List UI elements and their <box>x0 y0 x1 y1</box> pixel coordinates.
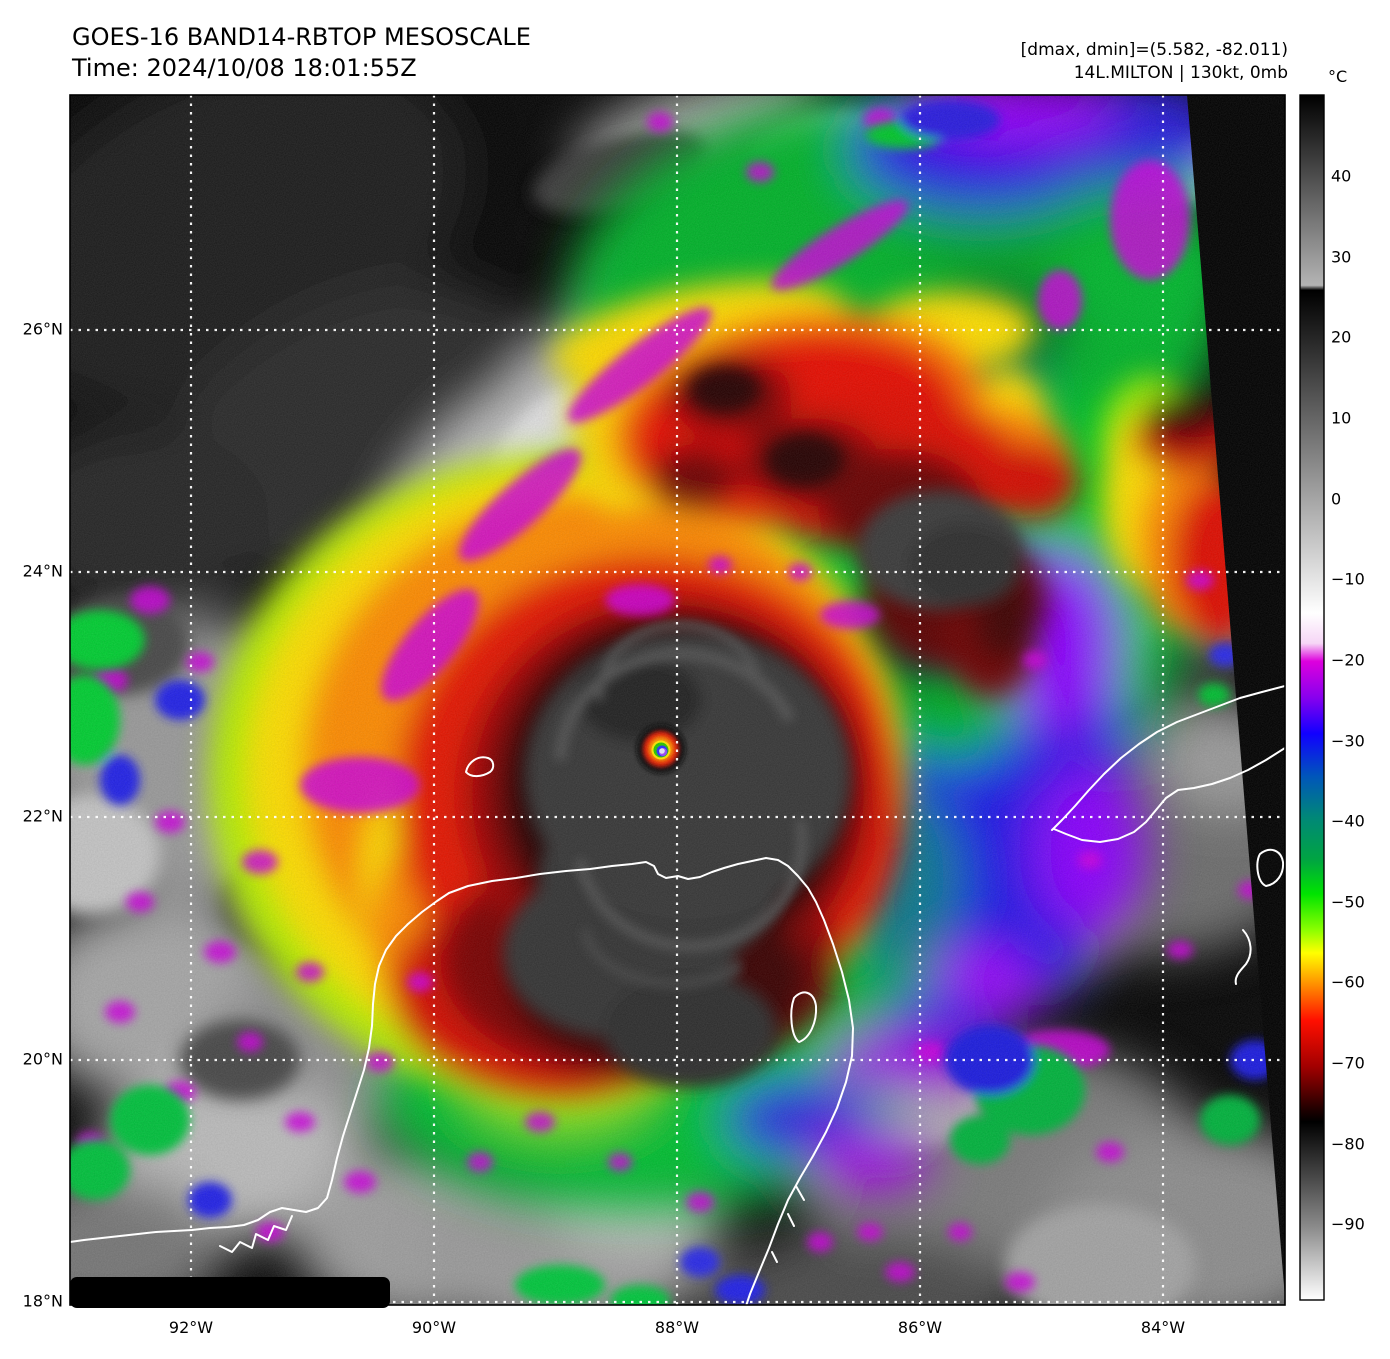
page-title: GOES-16 BAND14-RBTOP MESOSCALE <box>72 23 531 51</box>
lat-tick-label: 26°N <box>23 320 63 339</box>
lat-tick-label: 20°N <box>23 1050 63 1069</box>
lon-axis: 92°W 90°W 88°W 86°W 84°W <box>169 1318 1185 1337</box>
cuba-inlet <box>1234 929 1252 985</box>
lon-tick-label: 92°W <box>169 1318 213 1337</box>
lon-tick-label: 90°W <box>412 1318 456 1337</box>
graticule <box>70 95 1285 1305</box>
colorbar: 40 30 20 10 0 −10 −20 −30 −40 −50 −60 −7… <box>1299 94 1365 1301</box>
colorbar-tick-label: −70 <box>1331 1054 1365 1073</box>
yucatan-north-east-coast <box>448 857 854 1305</box>
storm-annotation: 14L.MILTON | 130kt, 0mb <box>1074 63 1288 83</box>
coastlines <box>70 685 1285 1305</box>
lat-axis: 26°N 24°N 22°N 20°N 18°N <box>23 320 63 1311</box>
cozumel-island <box>790 991 818 1043</box>
map-frame <box>69 94 1286 1306</box>
lat-tick-label: 18°N <box>23 1292 63 1311</box>
cuba-north-coast <box>1051 685 1285 831</box>
colorbar-tick-label: −30 <box>1331 732 1365 751</box>
colorbar-tick-label: −50 <box>1331 893 1365 912</box>
cuba-south-coast <box>1053 747 1285 843</box>
laguna-terminos <box>219 1215 293 1253</box>
dminmax-annotation: [dmax, dmin]=(5.582, -82.011) <box>1021 40 1288 60</box>
colorbar-tick-label: −20 <box>1331 651 1365 670</box>
isla-juventud <box>1256 848 1285 887</box>
lat-tick-label: 22°N <box>23 807 63 826</box>
satellite-map <box>70 95 1285 1305</box>
lon-tick-label: 84°W <box>1141 1318 1185 1337</box>
belize-islets <box>771 1185 805 1263</box>
colorbar-tick-label: 40 <box>1331 167 1351 186</box>
lon-tick-label: 88°W <box>655 1318 699 1337</box>
yucatan-west-coast <box>70 892 450 1243</box>
colorbar-tick-label: 30 <box>1331 248 1351 267</box>
lon-tick-label: 86°W <box>898 1318 942 1337</box>
lat-tick-label: 24°N <box>23 562 63 581</box>
colorbar-unit-label: °C <box>1328 67 1347 86</box>
colorbar-tick-label: 0 <box>1331 490 1341 509</box>
timestamp-label: Time: 2024/10/08 18:01:55Z <box>71 54 417 82</box>
colorbar-tick-labels: 40 30 20 10 0 −10 −20 −30 −40 −50 −60 −7… <box>1331 167 1365 1234</box>
colorbar-tick-label: −40 <box>1331 812 1365 831</box>
copyright-text: Copyright © 2020-2024 Dapiya <box>80 1281 380 1305</box>
alacranes-reef <box>465 756 495 778</box>
colorbar-gradient <box>1299 94 1325 1301</box>
colorbar-tick-label: 20 <box>1331 328 1351 347</box>
colorbar-tick-label: −60 <box>1331 973 1365 992</box>
copyright-badge: Copyright © 2020-2024 Dapiya <box>70 1277 390 1308</box>
colorbar-tick-label: −90 <box>1331 1215 1365 1234</box>
colorbar-tick-label: −80 <box>1331 1135 1365 1154</box>
colorbar-tick-label: 10 <box>1331 409 1351 428</box>
colorbar-tick-label: −10 <box>1331 570 1365 589</box>
